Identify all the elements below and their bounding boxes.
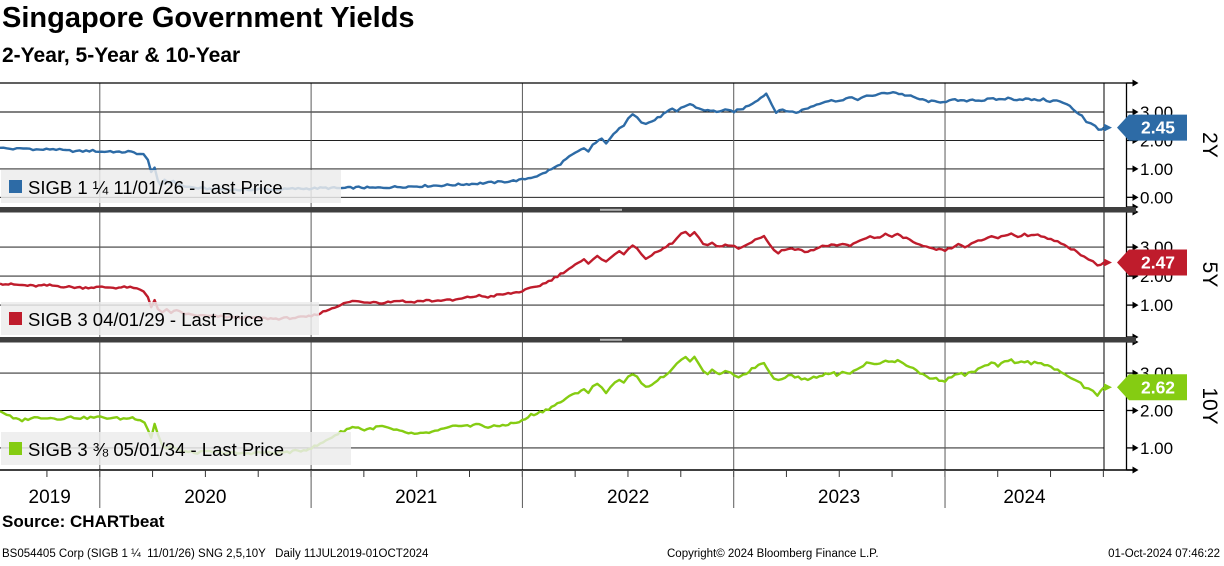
footer-copyright: Copyright© 2024 Bloomberg Finance L.P. — [667, 548, 879, 560]
axis-tick-arrow-icon — [1132, 165, 1139, 173]
axis-tick-label: 0.00 — [1140, 188, 1173, 207]
panel-separator-bar — [0, 207, 1136, 213]
last-price-badge-10Y: 2.62 — [1117, 374, 1187, 401]
separator-drag-grip[interactable] — [600, 338, 622, 341]
axis-tick-arrow-icon — [1132, 79, 1139, 87]
axis-tick-arrow-icon — [1132, 193, 1139, 201]
legend-swatch-icon — [9, 442, 22, 455]
legend-2Y[interactable]: SIGB 1 ¼ 11/01/26 - Last Price — [1, 170, 341, 203]
badge-value: 2.45 — [1141, 118, 1175, 138]
right-axis-2Y: 3.002.001.000.00 — [1125, 79, 1173, 211]
line-end-arrow-10Y — [1104, 383, 1112, 392]
axis-tick-arrow-icon — [1132, 406, 1139, 414]
legend-label: SIGB 1 ¼ 11/01/26 - Last Price — [28, 177, 283, 198]
line-end-arrow-5Y — [1104, 258, 1112, 267]
panel-2Y: SIGB 1 ¼ 11/01/26 - Last Price3.002.001.… — [0, 79, 1221, 211]
line-end-arrow-2Y — [1104, 123, 1112, 132]
axis-tick-arrow-icon — [1132, 108, 1139, 116]
panel-axis-title-5Y: 5Y — [1198, 262, 1221, 288]
year-label: 2021 — [395, 487, 437, 508]
legend-10Y[interactable]: SIGB 3 ⅜ 05/01/34 - Last Price — [1, 432, 351, 465]
legend-box[interactable] — [1, 432, 351, 465]
badge-arrow-shape — [1117, 249, 1187, 276]
badge-arrow-shape — [1117, 374, 1187, 401]
year-label: 2024 — [1003, 487, 1046, 508]
panel-10Y: SIGB 3 ⅜ 05/01/34 - Last Price3.002.001.… — [0, 338, 1221, 474]
separator-drag-grip[interactable] — [600, 208, 622, 211]
legend-swatch-icon — [9, 180, 22, 193]
legend-5Y[interactable]: SIGB 3 04/01/29 - Last Price — [1, 302, 319, 335]
legend-box[interactable] — [1, 302, 319, 335]
year-label: 2023 — [818, 487, 860, 508]
footer-security-info: BS054405 Corp (SIGB 1 ¼ 11/01/26) SNG 2,… — [2, 548, 429, 560]
right-axis-10Y: 3.002.001.00 — [1125, 338, 1173, 474]
legend-label: SIGB 3 04/01/29 - Last Price — [28, 309, 264, 330]
last-price-badge-5Y: 2.47 — [1117, 249, 1187, 276]
panel-axis-title-10Y: 10Y — [1198, 387, 1221, 424]
axis-tick-arrow-icon — [1132, 243, 1139, 251]
year-label: 2022 — [607, 487, 649, 508]
legend-label: SIGB 3 ⅜ 05/01/34 - Last Price — [28, 439, 284, 460]
time-axis: 2019 2020 2021 2022 2023 2024 — [0, 469, 1136, 508]
axis-tick-label: 1.00 — [1140, 439, 1173, 458]
page-title: Singapore Government Yields — [2, 2, 415, 34]
panel-axis-title-2Y: 2Y — [1198, 132, 1221, 158]
axis-tick-label: 1.00 — [1140, 296, 1173, 315]
page-subtitle: 2-Year, 5-Year & 10-Year — [2, 44, 241, 67]
axis-tick-label: 1.00 — [1140, 160, 1173, 179]
panel-5Y: SIGB 3 04/01/29 - Last Price3.002.001.00… — [0, 208, 1221, 341]
panel-separator-bar — [0, 337, 1136, 343]
badge-arrow-shape — [1117, 114, 1187, 141]
year-label: 2020 — [184, 487, 226, 508]
axis-tick-arrow-icon — [1132, 301, 1139, 309]
source-line: Source: CHARTbeat — [2, 512, 165, 531]
badge-value: 2.62 — [1141, 377, 1175, 397]
badge-value: 2.47 — [1141, 252, 1175, 272]
year-label: 2019 — [29, 487, 71, 508]
legend-swatch-icon — [9, 312, 22, 325]
footer-timestamp: 01-Oct-2024 07:46:22 — [1108, 548, 1220, 560]
legend-box[interactable] — [1, 170, 341, 203]
last-price-badge-2Y: 2.45 — [1117, 114, 1187, 141]
axis-tick-arrow-icon — [1132, 444, 1139, 452]
axis-tick-label: 2.00 — [1140, 401, 1173, 420]
